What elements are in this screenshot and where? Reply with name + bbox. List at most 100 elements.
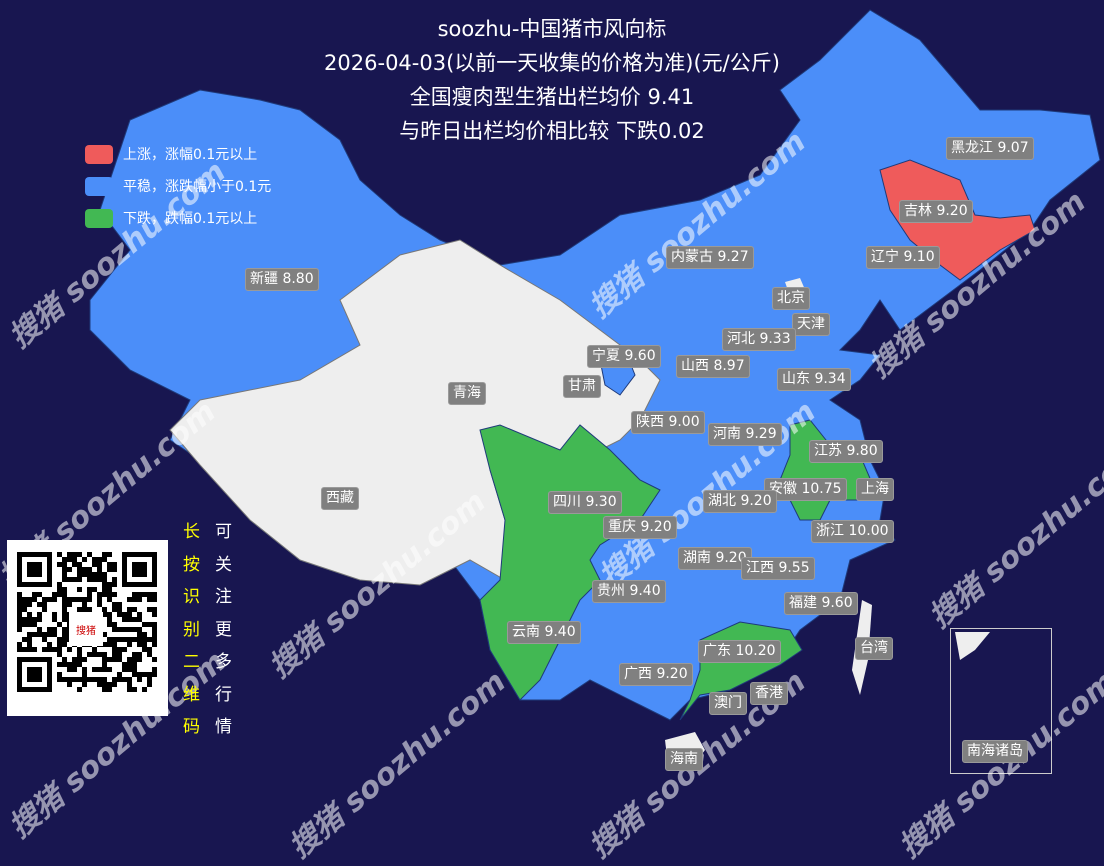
legend-item-flat[interactable]: 平稳，涨跌幅小于0.1元: [85, 170, 271, 202]
province-label[interactable]: 河北 9.33: [722, 328, 796, 351]
legend-item-up[interactable]: 上涨，涨幅0.1元以上: [85, 138, 271, 170]
qr-module: [47, 632, 52, 637]
qr-module: [47, 647, 52, 652]
qr-module: [152, 622, 157, 627]
province-label[interactable]: 内蒙古 9.27: [666, 246, 754, 269]
qr-module: [137, 612, 142, 617]
province-label[interactable]: 青海: [448, 382, 486, 405]
province-label[interactable]: 南海诸岛: [962, 740, 1028, 763]
qr-module: [57, 662, 62, 667]
qr-module: [102, 612, 107, 617]
qr-module: [72, 657, 77, 662]
qr-module: [72, 677, 77, 682]
province-label[interactable]: 吉林 9.20: [899, 200, 973, 223]
province-label[interactable]: 江西 9.55: [741, 557, 815, 580]
qr-module: [137, 657, 142, 662]
qr-module: [102, 607, 107, 612]
qr-module: [17, 612, 22, 617]
province-label[interactable]: 甘肃: [563, 375, 601, 398]
province-label[interactable]: 陕西 9.00: [631, 411, 705, 434]
qr-module: [107, 567, 112, 572]
province-label[interactable]: 湖南 9.20: [678, 547, 752, 570]
qr-module: [137, 677, 142, 682]
qr-code[interactable]: 搜猪: [7, 540, 168, 716]
legend: 上涨，涨幅0.1元以上 平稳，涨跌幅小于0.1元 下跌，跌幅0.1元以上: [85, 138, 271, 234]
qr-module: [87, 652, 92, 657]
province-label[interactable]: 云南 9.40: [507, 621, 581, 644]
qr-module: [102, 667, 107, 672]
qr-module: [107, 597, 112, 602]
province-label[interactable]: 福建 9.60: [784, 592, 858, 615]
qr-module: [57, 677, 62, 682]
qr-module: [122, 677, 127, 682]
qr-module: [67, 597, 72, 602]
province-label[interactable]: 江苏 9.80: [809, 440, 883, 463]
qr-module: [107, 687, 112, 692]
province-label[interactable]: 新疆 8.80: [245, 268, 319, 291]
province-label[interactable]: 山西 8.97: [676, 355, 750, 378]
legend-item-down[interactable]: 下跌，跌幅0.1元以上: [85, 202, 271, 234]
qr-module: [97, 677, 102, 682]
qr-module: [72, 557, 77, 562]
province-label[interactable]: 浙江 10.00: [811, 520, 894, 543]
qr-module: [147, 607, 152, 612]
province-label[interactable]: 台湾: [855, 637, 893, 660]
qr-module: [137, 642, 142, 647]
qr-module: [102, 557, 107, 562]
qr-module: [42, 602, 47, 607]
qr-module: [92, 562, 97, 567]
qr-module: [127, 637, 132, 642]
qr-module: [87, 607, 92, 612]
province-label[interactable]: 重庆 9.20: [603, 516, 677, 539]
qr-module: [102, 657, 107, 662]
province-label[interactable]: 广西 9.20: [619, 663, 693, 686]
province-label[interactable]: 宁夏 9.60: [587, 345, 661, 368]
province-label[interactable]: 西藏: [321, 487, 359, 510]
qr-module: [62, 662, 67, 667]
qr-module: [137, 632, 142, 637]
province-label[interactable]: 辽宁 9.10: [866, 246, 940, 269]
qr-module: [152, 597, 157, 602]
qr-hint-char: 行: [215, 684, 232, 705]
qr-module: [132, 597, 137, 602]
province-label[interactable]: 香港: [750, 682, 788, 705]
qr-module: [142, 632, 147, 637]
province-label[interactable]: 河南 9.29: [708, 423, 782, 446]
qr-module: [62, 627, 67, 632]
qr-module: [57, 672, 62, 677]
qr-module: [42, 647, 47, 652]
region-no-data-west[interactable]: [169, 239, 661, 586]
province-label[interactable]: 澳门: [709, 692, 747, 715]
qr-module: [22, 602, 27, 607]
province-label[interactable]: 四川 9.30: [548, 491, 622, 514]
qr-module: [27, 632, 32, 637]
qr-module: [67, 662, 72, 667]
qr-module: [37, 612, 42, 617]
qr-module: [132, 687, 137, 692]
province-label[interactable]: 广东 10.20: [698, 640, 781, 663]
qr-module: [97, 572, 102, 577]
qr-module: [32, 632, 37, 637]
qr-module: [127, 662, 132, 667]
qr-module: [57, 647, 62, 652]
province-label[interactable]: 黑龙江 9.07: [946, 137, 1034, 160]
qr-module: [92, 647, 97, 652]
province-label[interactable]: 天津: [792, 313, 830, 336]
qr-module: [142, 672, 147, 677]
qr-module: [42, 607, 47, 612]
province-label[interactable]: 安徽 10.75: [764, 478, 847, 501]
qr-module: [62, 557, 67, 562]
qr-module: [147, 672, 152, 677]
qr-module: [87, 587, 92, 592]
qr-module: [142, 687, 147, 692]
province-label[interactable]: 湖北 9.20: [703, 490, 777, 513]
province-label[interactable]: 北京: [772, 287, 810, 310]
qr-module: [42, 637, 47, 642]
province-label[interactable]: 上海: [856, 478, 894, 501]
qr-module: [152, 627, 157, 632]
province-label[interactable]: 贵州 9.40: [592, 580, 666, 603]
qr-module: [37, 602, 42, 607]
qr-module: [97, 562, 102, 567]
province-label[interactable]: 山东 9.34: [777, 368, 851, 391]
province-label[interactable]: 海南: [665, 748, 703, 771]
